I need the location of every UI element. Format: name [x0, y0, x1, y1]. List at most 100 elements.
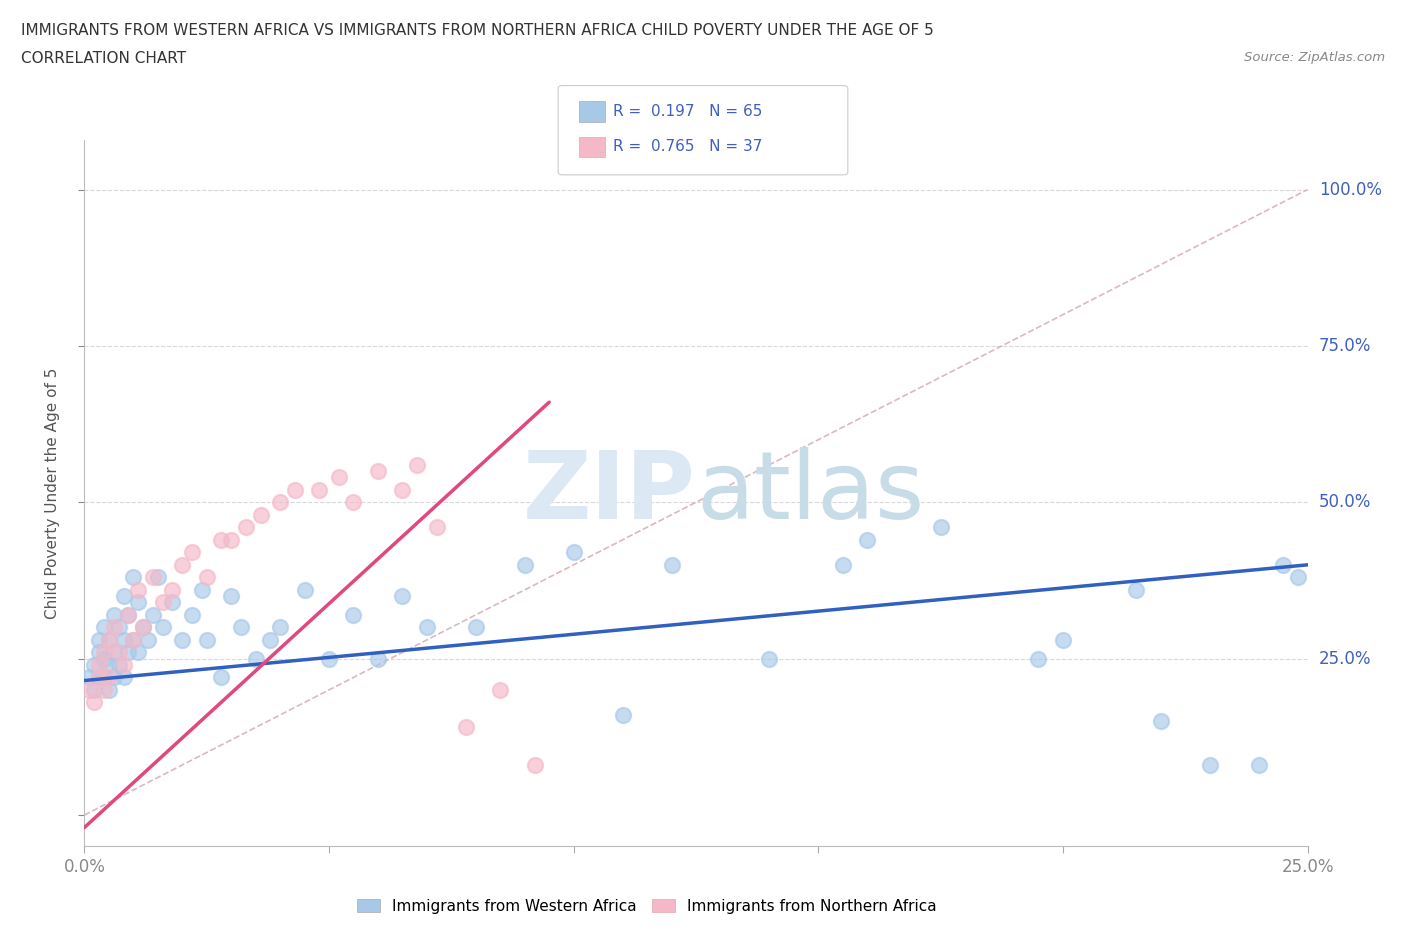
Point — [219, 589, 242, 604]
Point — [97, 670, 120, 684]
Point — [831, 557, 853, 572]
Point — [127, 645, 149, 660]
Point — [1052, 632, 1074, 647]
Point — [195, 632, 218, 647]
Point — [132, 620, 155, 635]
Point — [1272, 557, 1295, 572]
Point — [146, 570, 169, 585]
Point — [856, 532, 879, 547]
Point — [93, 645, 115, 660]
Point — [1028, 651, 1050, 666]
Point — [342, 495, 364, 510]
Point — [97, 632, 120, 647]
Legend: Immigrants from Western Africa, Immigrants from Northern Africa: Immigrants from Western Africa, Immigran… — [352, 893, 943, 920]
Point — [87, 645, 110, 660]
Point — [93, 670, 115, 684]
Point — [464, 620, 486, 635]
Point — [112, 670, 135, 684]
Point — [1150, 713, 1173, 728]
Text: atlas: atlas — [696, 447, 924, 538]
Point — [284, 483, 307, 498]
Point — [122, 632, 145, 647]
Point — [117, 607, 139, 622]
Point — [117, 645, 139, 660]
Point — [454, 720, 477, 735]
Point — [172, 632, 194, 647]
Point — [97, 683, 120, 698]
Point — [929, 520, 952, 535]
Point — [107, 645, 129, 660]
Point — [181, 607, 204, 622]
Point — [112, 589, 135, 604]
Point — [406, 458, 429, 472]
Point — [219, 532, 242, 547]
Point — [426, 520, 449, 535]
Point — [107, 620, 129, 635]
Point — [112, 632, 135, 647]
Point — [107, 658, 129, 672]
Point — [367, 463, 389, 478]
Point — [127, 582, 149, 597]
Point — [269, 495, 291, 510]
Point — [152, 620, 174, 635]
Text: R =  0.765   N = 37: R = 0.765 N = 37 — [613, 140, 762, 154]
Point — [83, 683, 105, 698]
Point — [103, 670, 125, 684]
Point — [127, 595, 149, 610]
Point — [117, 607, 139, 622]
Point — [162, 582, 184, 597]
Text: Source: ZipAtlas.com: Source: ZipAtlas.com — [1244, 51, 1385, 64]
Point — [308, 483, 330, 498]
Point — [172, 557, 194, 572]
Point — [209, 532, 232, 547]
Point — [367, 651, 389, 666]
Point — [93, 620, 115, 635]
Point — [103, 620, 125, 635]
Point — [1247, 758, 1270, 773]
Text: CORRELATION CHART: CORRELATION CHART — [21, 51, 186, 66]
Text: 25.0%: 25.0% — [1319, 650, 1371, 668]
Point — [142, 607, 165, 622]
Text: IMMIGRANTS FROM WESTERN AFRICA VS IMMIGRANTS FROM NORTHERN AFRICA CHILD POVERTY : IMMIGRANTS FROM WESTERN AFRICA VS IMMIGR… — [21, 23, 934, 38]
Point — [328, 470, 350, 485]
Point — [294, 582, 316, 597]
Point — [77, 670, 100, 684]
Point — [77, 683, 100, 698]
Point — [162, 595, 184, 610]
Point — [1286, 570, 1309, 585]
Point — [87, 658, 110, 672]
Point — [83, 695, 105, 710]
Point — [391, 483, 413, 498]
Point — [489, 683, 512, 698]
Text: 50.0%: 50.0% — [1319, 493, 1371, 512]
Point — [97, 632, 120, 647]
Point — [152, 595, 174, 610]
Point — [391, 589, 413, 604]
Point — [342, 607, 364, 622]
Point — [87, 670, 110, 684]
Point — [209, 670, 232, 684]
Point — [142, 570, 165, 585]
Point — [112, 658, 135, 672]
Point — [513, 557, 536, 572]
Point — [245, 651, 267, 666]
Text: R =  0.197   N = 65: R = 0.197 N = 65 — [613, 104, 762, 119]
Point — [122, 632, 145, 647]
Point — [87, 632, 110, 647]
Point — [259, 632, 281, 647]
Point — [523, 758, 546, 773]
Point — [181, 545, 204, 560]
Text: 100.0%: 100.0% — [1319, 180, 1382, 198]
Point — [1198, 758, 1220, 773]
Point — [661, 557, 683, 572]
Text: 75.0%: 75.0% — [1319, 337, 1371, 355]
Point — [87, 670, 110, 684]
Point — [269, 620, 291, 635]
Point — [195, 570, 218, 585]
Point — [103, 607, 125, 622]
Y-axis label: Child Poverty Under the Age of 5: Child Poverty Under the Age of 5 — [45, 367, 60, 618]
Point — [612, 708, 634, 723]
Point — [103, 645, 125, 660]
Point — [249, 508, 271, 523]
Text: ZIP: ZIP — [523, 447, 696, 538]
